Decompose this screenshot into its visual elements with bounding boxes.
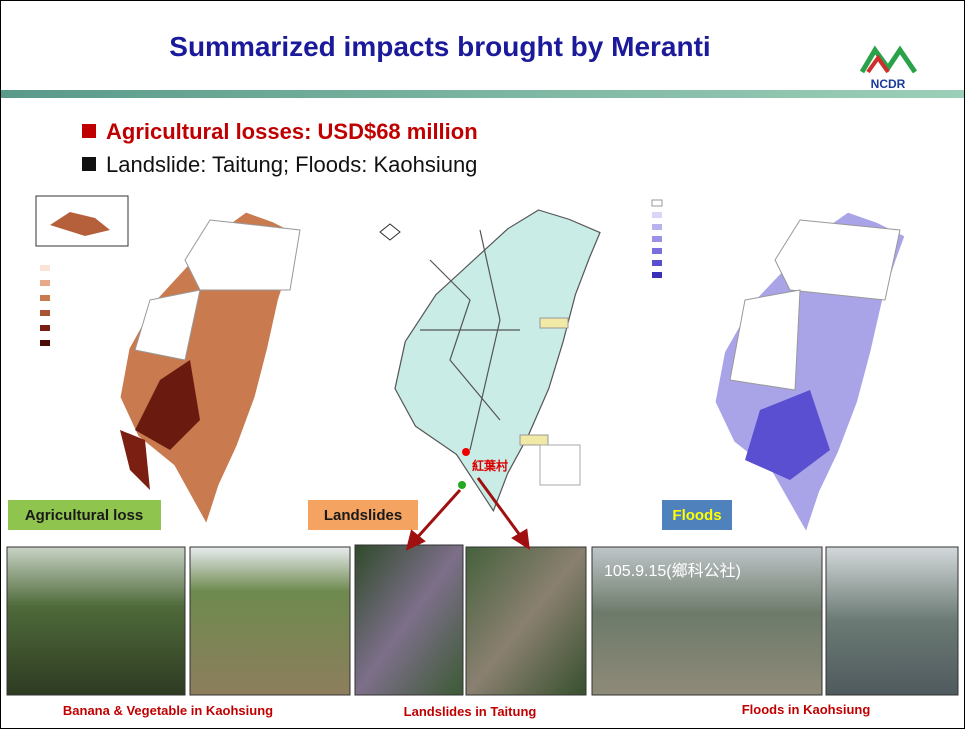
map-agriculture bbox=[35, 195, 301, 525]
map-label-box bbox=[8, 500, 161, 530]
bullet: Agricultural losses: USD$68 million bbox=[106, 119, 478, 144]
map-floods bbox=[651, 199, 906, 533]
map-label: Agricultural loss bbox=[25, 507, 143, 524]
logo: NCDR bbox=[859, 45, 918, 91]
photo bbox=[591, 546, 823, 696]
map-label: Landslides bbox=[324, 507, 402, 524]
bullet-icon bbox=[82, 124, 96, 138]
map-label-box bbox=[662, 500, 732, 530]
photo bbox=[465, 546, 587, 696]
map-annotation: 紅葉村 bbox=[472, 458, 508, 473]
map-label: Floods bbox=[672, 507, 721, 524]
photo bbox=[6, 546, 186, 696]
photo bbox=[825, 546, 959, 696]
slide-title: Summarized impacts brought by Meranti bbox=[169, 31, 710, 62]
bullet-icon bbox=[82, 157, 96, 171]
caption: Landslides in Taitung bbox=[404, 704, 537, 719]
bullet: Landslide: Taitung; Floods: Kaohsiung bbox=[106, 152, 477, 177]
logo-text: NCDR bbox=[871, 77, 906, 91]
caption: Banana & Vegetable in Kaohsiung bbox=[63, 703, 273, 718]
caption: Floods in Kaohsiung bbox=[742, 702, 871, 717]
photo bbox=[189, 546, 351, 696]
arrows bbox=[405, 477, 530, 551]
photo bbox=[354, 544, 464, 696]
header-bar bbox=[1, 90, 964, 98]
photo-timestamp: 105.9.15(鄉科公社) bbox=[604, 562, 741, 580]
map-label-box bbox=[308, 500, 418, 530]
map-landslide: 紅葉村 bbox=[379, 208, 602, 512]
